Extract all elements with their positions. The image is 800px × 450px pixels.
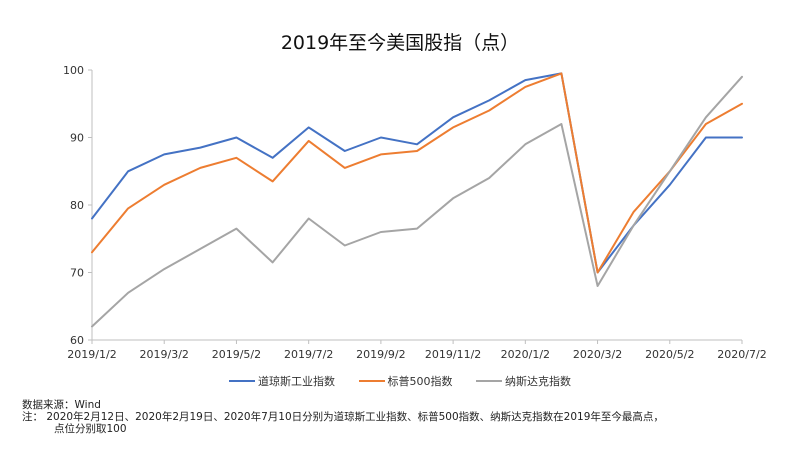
source-note: 数据来源：Wind [22,399,101,411]
x-tick-label: 2019/7/2 [284,348,333,361]
chart-notes: 数据来源：Wind 注： 2020年2月12日、2020年2月19日、2020年… [22,399,664,435]
legend-item-nasdaq: 纳斯达克指数 [476,373,571,389]
footnote-line-2: 点位分别取100 [54,423,127,435]
legend-label-dow: 道琼斯工业指数 [258,375,335,388]
x-tick-label: 2019/5/2 [212,348,261,361]
y-tick-label: 60 [70,334,84,347]
legend-swatch-dow [229,380,255,382]
x-tick-label: 2020/3/2 [573,348,622,361]
legend-item-sp500: 标普500指数 [358,373,453,389]
series-line-1 [91,72,743,274]
y-tick-label: 70 [70,267,84,280]
y-tick-label: 90 [70,132,84,145]
legend-label-nasdaq: 纳斯达克指数 [505,375,571,388]
y-tick-label: 100 [63,64,84,77]
x-tick-label: 2019/11/2 [425,348,481,361]
x-tick-label: 2019/9/2 [356,348,405,361]
chart-title: 2019年至今美国股指（点） [280,32,520,54]
footnote-line-1: 注： 2020年2月12日、2020年2月19日、2020年7月10日分别为道琼… [22,411,664,423]
x-tick-label: 2020/5/2 [645,348,694,361]
x-tick-label: 2019/3/2 [140,348,189,361]
legend-swatch-nasdaq [476,380,502,382]
series-line-2 [91,75,743,328]
x-tick-label: 2019/1/2 [67,348,116,361]
legend-item-dow: 道琼斯工业指数 [229,373,335,389]
legend-swatch-sp500 [358,380,385,382]
x-tick-label: 2020/7/2 [717,348,766,361]
legend-label-sp500: 标普500指数 [387,375,453,388]
chart-legend: 道琼斯工业指数 标普500指数 纳斯达克指数 [0,372,800,389]
x-tick-label: 2020/1/2 [501,348,550,361]
y-tick-label: 80 [70,199,84,212]
